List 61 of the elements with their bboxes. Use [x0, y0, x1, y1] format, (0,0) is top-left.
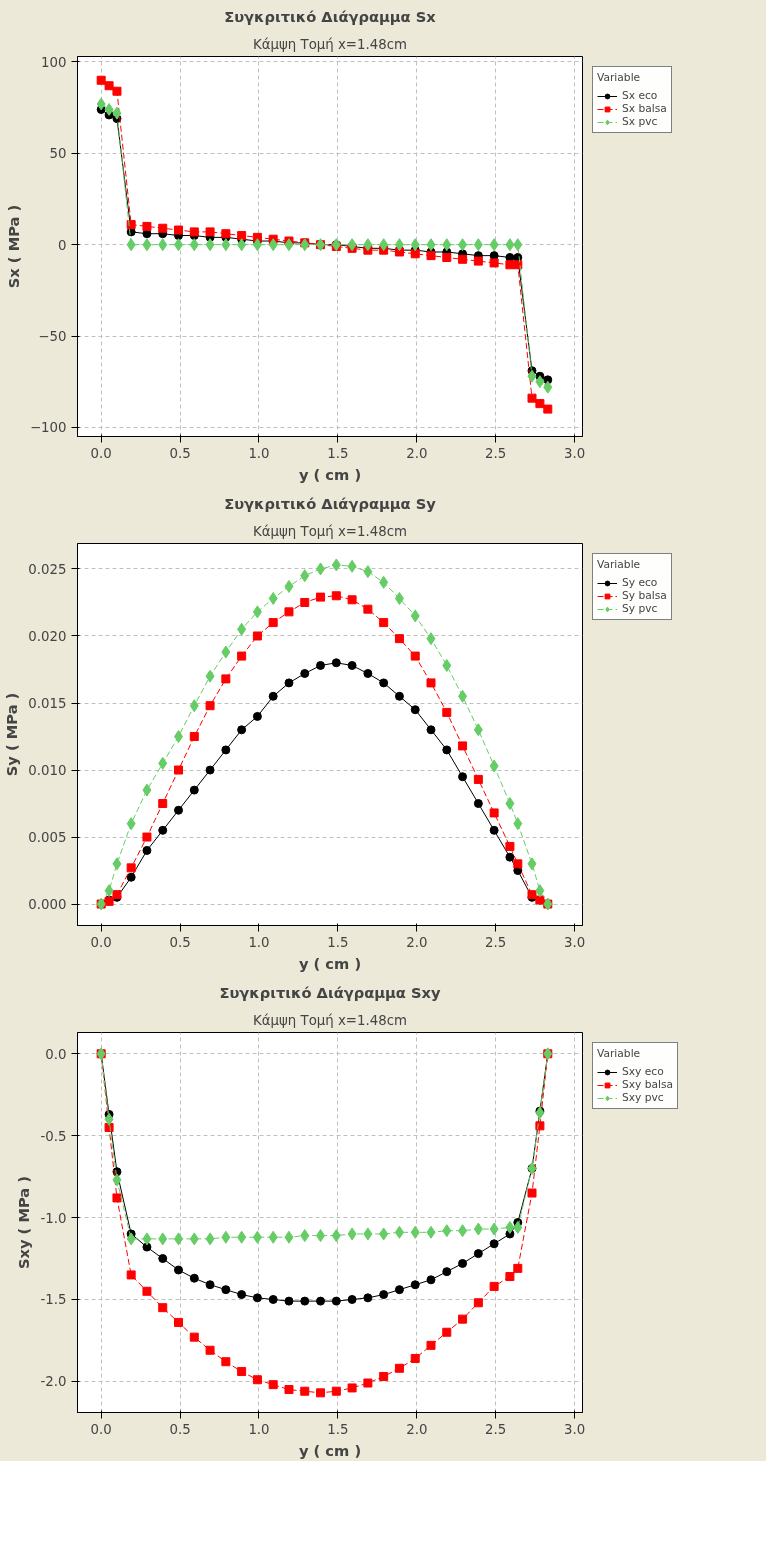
legend-title: Variable	[597, 558, 642, 571]
x-tick-label: 0.5	[169, 1421, 191, 1437]
y-tick-label: 0	[58, 237, 67, 253]
y-tick-label: 0.015	[28, 696, 67, 711]
y-tick-label: 0.010	[28, 763, 67, 779]
y-tick-label: −50	[38, 329, 67, 345]
legend-label: Sx eco	[622, 89, 658, 102]
x-tick-label: 0.0	[90, 1421, 112, 1437]
legend-label: Sxy pvc	[622, 1091, 664, 1104]
x-tick-label: 2.5	[485, 1421, 507, 1437]
x-tick-label: 2.5	[485, 934, 507, 950]
legend-title: Variable	[597, 1047, 642, 1060]
x-axis-title: y ( cm )	[298, 954, 362, 972]
chart-title: Συγκριτικό Διάγραμμα Sy	[224, 494, 437, 512]
chart-subtitle: Κάμψη Τομή x=1.48cm	[253, 36, 407, 52]
chart-title: Συγκριτικό Διάγραμμα Sx	[224, 7, 437, 25]
legend-label: Sxy eco	[622, 1065, 664, 1078]
y-axis-title: Sy ( MPa )	[3, 692, 21, 777]
legend-title: Variable	[597, 71, 642, 84]
x-axis-title: y ( cm )	[298, 1441, 362, 1459]
x-tick-label: 1.0	[248, 934, 270, 950]
x-tick-label: 3.0	[564, 445, 586, 461]
y-tick-label: −100	[29, 420, 67, 436]
x-tick-label: 0.5	[169, 445, 191, 461]
x-axis-title: y ( cm )	[298, 465, 362, 483]
y-tick-label: 0.020	[28, 628, 67, 644]
y-tick-label: 0.025	[28, 561, 67, 577]
x-tick-label: 0.5	[169, 934, 191, 950]
x-tick-label: 1.0	[248, 1421, 270, 1437]
y-tick-label: -0.5	[40, 1128, 67, 1144]
x-tick-label: 1.0	[248, 445, 270, 461]
x-tick-label: 0.0	[90, 934, 112, 950]
x-tick-label: 2.5	[485, 445, 507, 461]
legend-label: Sy pvc	[622, 602, 658, 615]
chart-subtitle: Κάμψη Τομή x=1.48cm	[253, 1012, 407, 1028]
y-axis-title: Sxy ( MPa )	[15, 1175, 33, 1270]
legend-label: Sx pvc	[622, 115, 658, 128]
y-tick-label: -1.5	[40, 1292, 67, 1308]
x-tick-label: 2.0	[406, 934, 428, 950]
y-tick-label: 0.005	[28, 830, 67, 846]
x-tick-label: 3.0	[564, 934, 586, 950]
legend-label: Sxy balsa	[622, 1078, 674, 1091]
x-tick-label: 1.5	[327, 445, 349, 461]
legend-label: Sx balsa	[622, 102, 667, 115]
y-axis-title: Sx ( MPa )	[4, 204, 22, 289]
x-tick-label: 1.5	[327, 1421, 349, 1437]
y-tick-label: 100	[41, 54, 67, 70]
legend-label: Sy eco	[622, 576, 658, 589]
y-tick-label: 0.0	[45, 1046, 67, 1062]
legend-label: Sy balsa	[622, 589, 667, 602]
y-tick-label: -1.0	[40, 1210, 67, 1226]
y-tick-label: 50	[49, 146, 67, 162]
x-tick-label: 1.5	[327, 934, 349, 950]
x-tick-label: 3.0	[564, 1421, 586, 1437]
y-tick-label: 0.000	[28, 897, 67, 913]
y-tick-label: -2.0	[40, 1374, 67, 1390]
x-tick-label: 0.0	[90, 445, 112, 461]
chart-title: Συγκριτικό Διάγραμμα Sxy	[219, 983, 442, 1001]
x-tick-label: 2.0	[406, 445, 428, 461]
chart-subtitle: Κάμψη Τομή x=1.48cm	[253, 523, 407, 539]
x-tick-label: 2.0	[406, 1421, 428, 1437]
